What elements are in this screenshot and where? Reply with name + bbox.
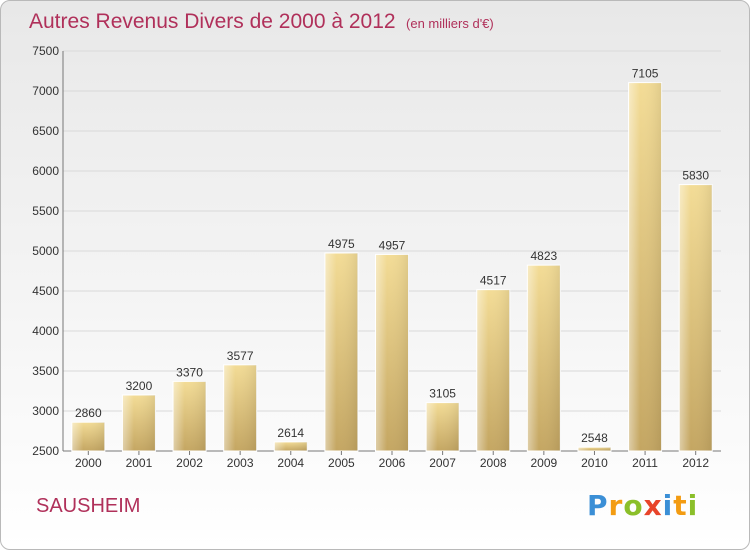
- y-tick-label: 6500: [32, 124, 59, 138]
- data-label: 5830: [682, 169, 709, 183]
- data-label: 3370: [176, 365, 203, 379]
- y-tick-label: 4000: [32, 324, 59, 338]
- x-tick-label: 2009: [530, 456, 557, 470]
- chart-subtitle: (en milliers d'€): [406, 16, 494, 31]
- data-label: 2548: [581, 431, 608, 445]
- data-labels: 2860 3200 3370 3577 2614 4975 4957 3105 4517 4823…: [75, 67, 709, 446]
- bar-shading: [426, 402, 460, 451]
- x-tick-label: 2006: [379, 456, 406, 470]
- x-tick-label: 2005: [328, 456, 355, 470]
- bar-shading: [375, 254, 409, 451]
- x-tick-labels: 2000 2001 2002 2003 2004 2005 2006 2007 2008 2009…: [75, 451, 709, 470]
- bar-shading: [324, 253, 358, 451]
- data-label: 2614: [277, 426, 304, 440]
- y-tick-label: 3000: [32, 404, 59, 418]
- x-tick-label: 2010: [581, 456, 608, 470]
- data-label: 3577: [227, 349, 254, 363]
- bar-shading: [577, 447, 611, 451]
- y-tick-label: 3500: [32, 364, 59, 378]
- bar-shading: [71, 422, 105, 451]
- x-tick-label: 2008: [480, 456, 507, 470]
- data-label: 2860: [75, 406, 102, 420]
- x-tick-label: 2000: [75, 456, 102, 470]
- data-label: 4823: [530, 249, 557, 263]
- x-tick-label: 2012: [682, 456, 709, 470]
- bars: [71, 82, 713, 452]
- y-tick-label: 4500: [32, 284, 59, 298]
- bar-shading: [679, 184, 713, 451]
- data-label: 4957: [379, 238, 406, 252]
- bar-shading: [527, 265, 561, 451]
- city-name: SAUSHEIM: [36, 495, 141, 517]
- bar-shading: [223, 364, 257, 451]
- y-tick-labels: 2500 3000 3500 4000 4500 5000 5500 6000 6500 7000…: [32, 44, 59, 458]
- x-tick-label: 2007: [429, 456, 456, 470]
- chart-title-block: Autres Revenus Divers de 2000 à 2012 (en…: [29, 10, 494, 34]
- y-tick-label: 7000: [32, 84, 59, 98]
- x-tick-label: 2004: [277, 456, 304, 470]
- chart-title: Autres Revenus Divers de 2000 à 2012: [29, 10, 396, 33]
- data-label: 3200: [126, 379, 153, 393]
- bar-shading: [173, 381, 207, 451]
- bar-shading: [122, 395, 156, 451]
- y-tick-label: 7500: [32, 44, 59, 58]
- y-tick-label: 5000: [32, 244, 59, 258]
- x-tick-label: 2003: [227, 456, 254, 470]
- data-label: 4975: [328, 237, 355, 251]
- bar-shading: [476, 289, 510, 451]
- bar-shading: [628, 82, 662, 451]
- x-tick-label: 2011: [632, 456, 658, 470]
- data-label: 7105: [632, 67, 659, 81]
- x-tick-label: 2002: [176, 456, 203, 470]
- y-tick-label: 2500: [32, 444, 59, 458]
- proxiti-logo: Proxiti: [587, 489, 699, 522]
- y-tick-label: 5500: [32, 204, 59, 218]
- x-tick-label: 2001: [126, 456, 153, 470]
- bar-shading: [274, 441, 308, 451]
- data-label: 3105: [429, 387, 456, 401]
- y-tick-label: 6000: [32, 164, 59, 178]
- data-label: 4517: [480, 274, 507, 288]
